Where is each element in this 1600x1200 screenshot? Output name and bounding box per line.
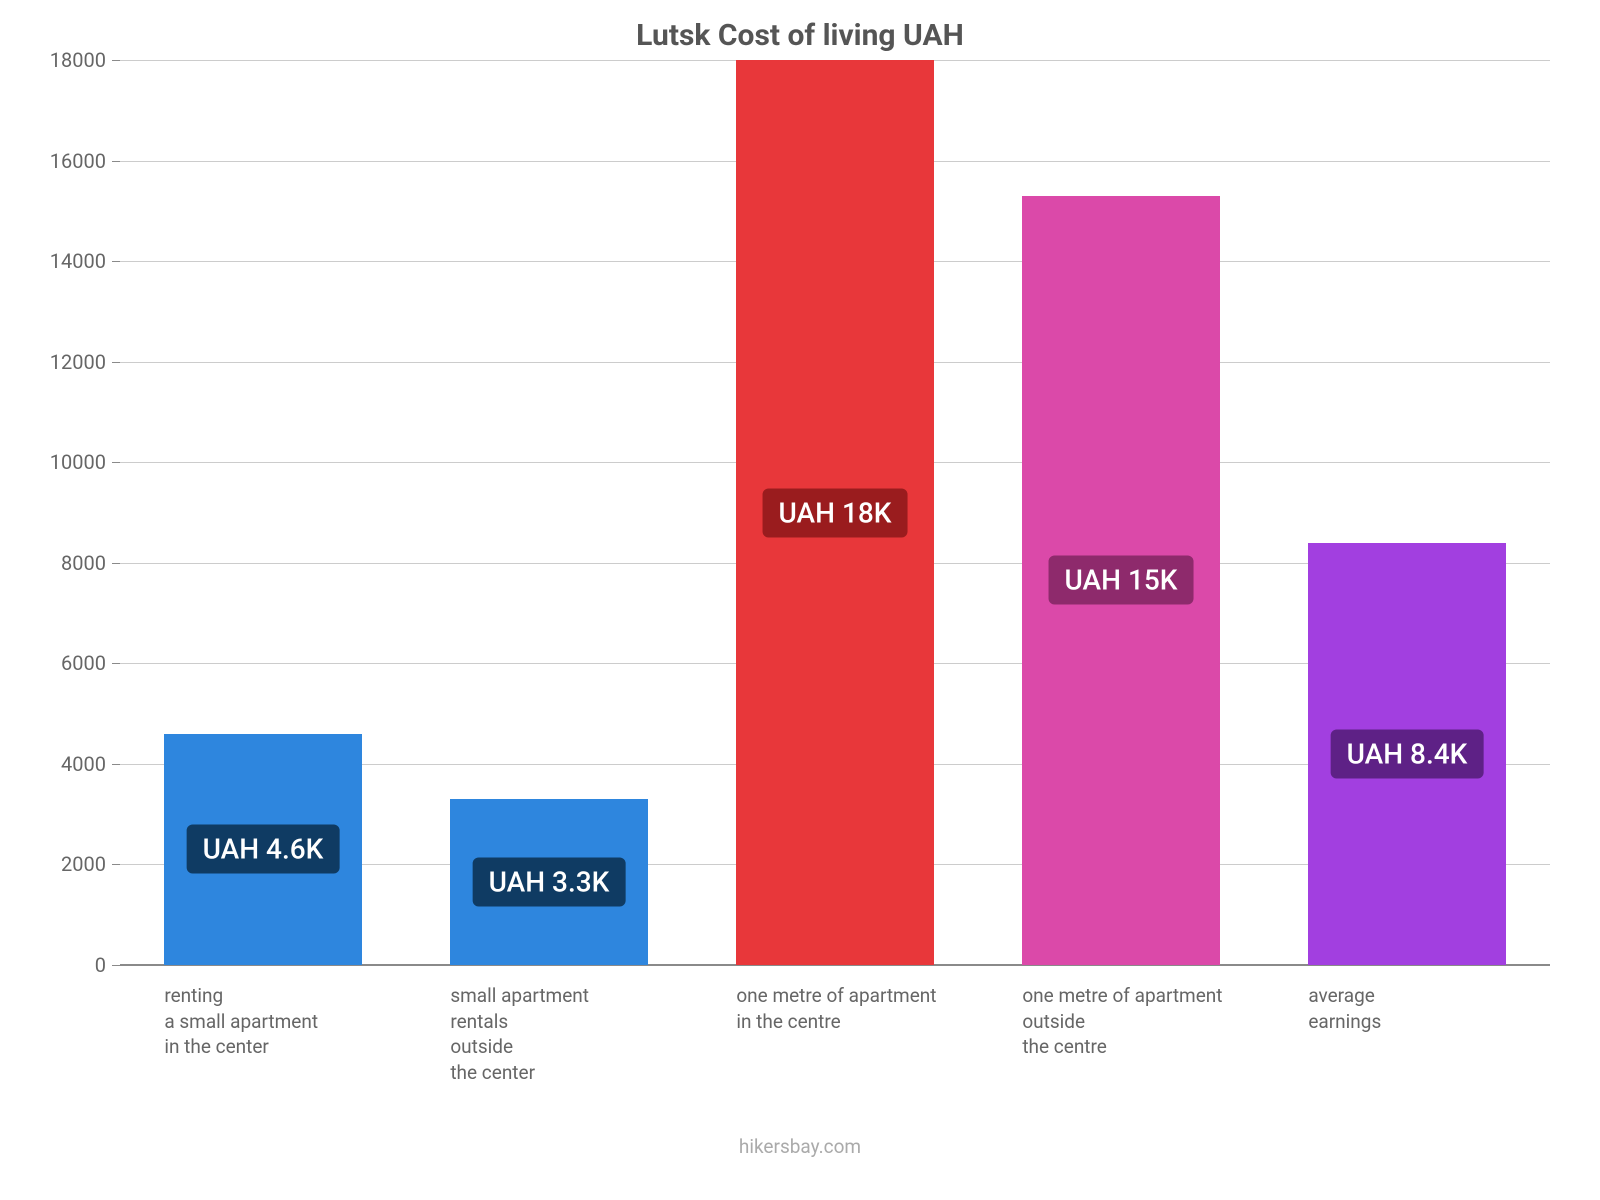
y-tick-mark [112,261,120,262]
y-tick-mark [112,965,120,966]
y-tick-label: 4000 [16,752,106,776]
x-category-label: small apartment rentals outside the cent… [450,983,736,1086]
y-tick-mark [112,563,120,564]
bar-value-badge: UAH 4.6K [187,825,340,874]
bar-value-badge: UAH 3.3K [473,858,626,907]
y-tick-label: 16000 [16,149,106,173]
attribution: hikersbay.com [0,1135,1600,1158]
chart-title: Lutsk Cost of living UAH [0,18,1600,53]
bar-value-badge: UAH 18K [763,488,908,537]
y-tick-mark [112,161,120,162]
x-category-label: one metre of apartment in the centre [736,983,1022,1034]
y-tick-label: 6000 [16,651,106,675]
y-tick-mark [112,764,120,765]
x-category-label: one metre of apartment outside the centr… [1022,983,1308,1060]
y-tick-label: 0 [16,953,106,977]
y-tick-mark [112,663,120,664]
plot-area: 0200040006000800010000120001400016000180… [120,60,1550,965]
bar-value-badge: UAH 15K [1049,556,1194,605]
bar-value-badge: UAH 8.4K [1331,729,1484,778]
y-tick-mark [112,60,120,61]
y-tick-mark [112,864,120,865]
y-tick-label: 2000 [16,852,106,876]
x-category-label: renting a small apartment in the center [164,983,450,1060]
y-tick-label: 18000 [16,48,106,72]
y-tick-label: 14000 [16,249,106,273]
y-tick-label: 8000 [16,551,106,575]
y-tick-label: 10000 [16,450,106,474]
y-tick-mark [112,362,120,363]
cost-of-living-chart: Lutsk Cost of living UAH 020004000600080… [0,0,1600,1200]
x-category-label: average earnings [1308,983,1594,1034]
y-tick-label: 12000 [16,350,106,374]
y-tick-mark [112,462,120,463]
